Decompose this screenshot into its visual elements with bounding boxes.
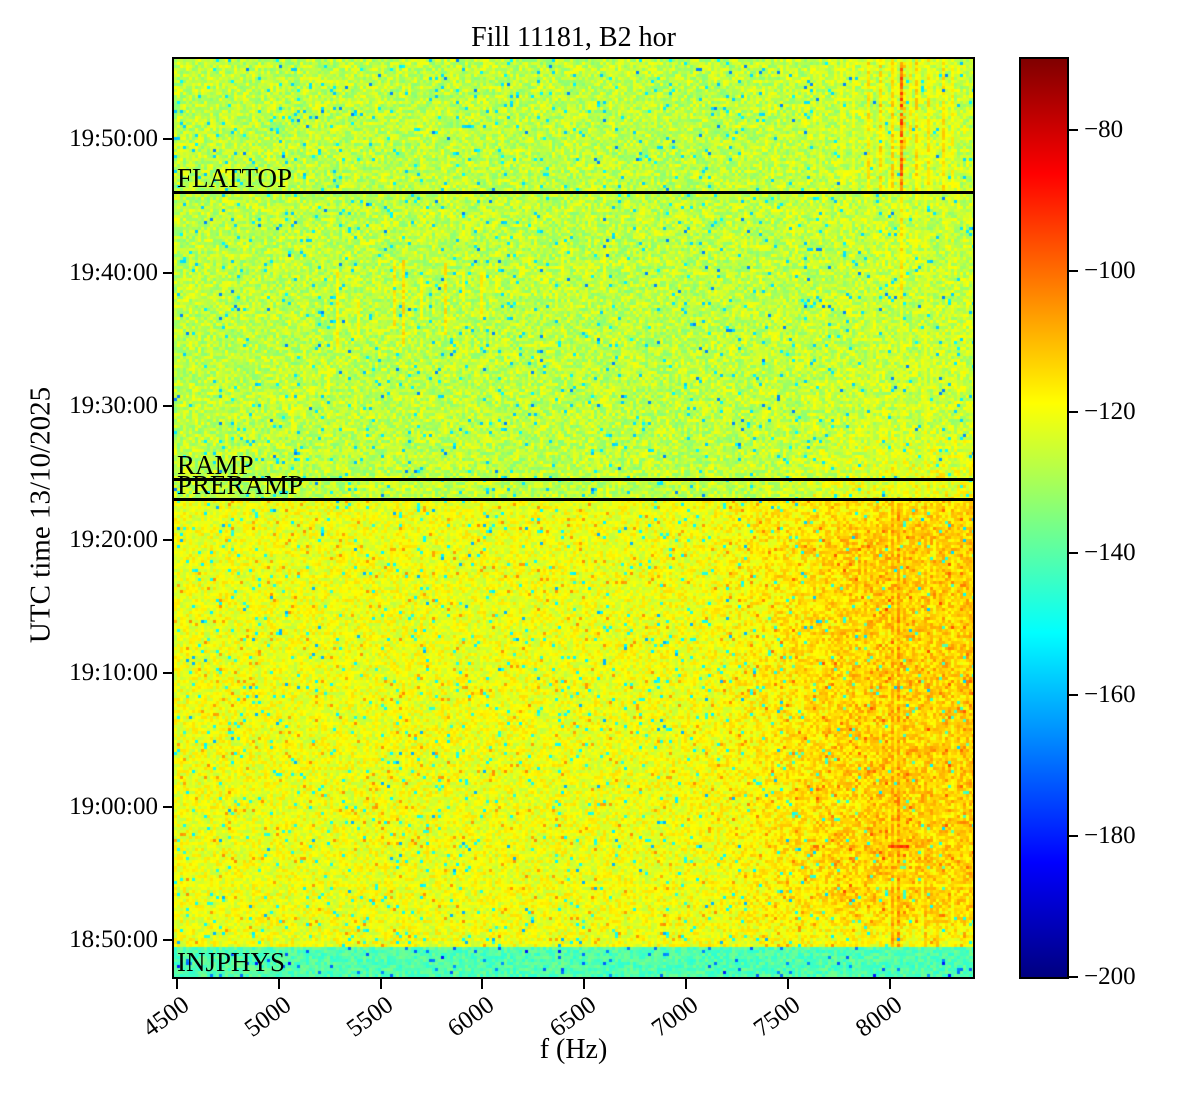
y-tick-label: 19:50:00 [69,125,158,153]
y-tick-mark [163,271,174,274]
y-tick-label: 18:50:00 [69,926,158,954]
colorbar-tick-mark [1069,976,1078,978]
colorbar-tick-label: −160 [1084,680,1136,708]
y-tick-mark [163,672,174,675]
colorbar-tick-mark [1069,693,1078,696]
colorbar-tick-mark [1069,411,1078,414]
colorbar [1019,57,1069,979]
phase-line-flattop [174,190,973,194]
y-tick-mark [163,405,174,408]
colorbar-tick-mark [1069,128,1078,131]
y-tick-mark [163,538,174,541]
colorbar-tick-mark [1069,269,1078,272]
colorbar-tick-label: −200 [1084,963,1136,990]
phase-label-ramp: RAMP [177,449,254,480]
colorbar-tick-label: −180 [1084,821,1136,849]
y-tick-label: 19:20:00 [69,525,158,553]
y-tick-mark [163,939,174,942]
colorbar-tick-mark [1069,552,1078,555]
y-tick-label: 19:10:00 [69,659,158,687]
colorbar-tick-label: −140 [1084,539,1136,567]
x-tick-mark [277,979,280,989]
spectrogram-canvas [174,59,973,977]
y-tick-label: 19:40:00 [69,258,158,286]
phase-line-ramp [174,477,973,481]
x-tick-mark [379,979,382,989]
phase-label-injphys: INJPHYS [177,946,286,977]
x-tick-mark [583,979,586,989]
x-axis-label: f (Hz) [539,1034,608,1065]
x-tick-mark [684,979,687,989]
colorbar-tick-label: −100 [1084,256,1136,284]
y-axis-label: UTC time 13/10/2025 [24,386,57,644]
y-tick-label: 19:30:00 [69,392,158,420]
x-tick-mark [176,979,179,989]
phase-annotations: FLATTOP RAMP PRERAMP INJPHYS [174,59,973,977]
x-tick-mark [481,979,484,989]
colorbar-tick-label: −80 [1084,115,1124,143]
chart-title: Fill 11181, B2 hor [471,22,676,53]
y-tick-mark [163,138,174,141]
phase-label-flattop: FLATTOP [177,162,293,193]
x-tick-mark [888,979,891,989]
x-tick-mark [786,979,789,989]
colorbar-tick-mark [1069,834,1078,837]
phase-label-preramp: PRERAMP [177,469,304,500]
y-tick-label: 19:00:00 [69,792,158,820]
phase-line-preramp [174,497,973,501]
y-tick-mark [163,805,174,808]
colorbar-tick-label: −120 [1084,398,1136,426]
plot-area: FLATTOP RAMP PRERAMP INJPHYS [172,57,975,979]
